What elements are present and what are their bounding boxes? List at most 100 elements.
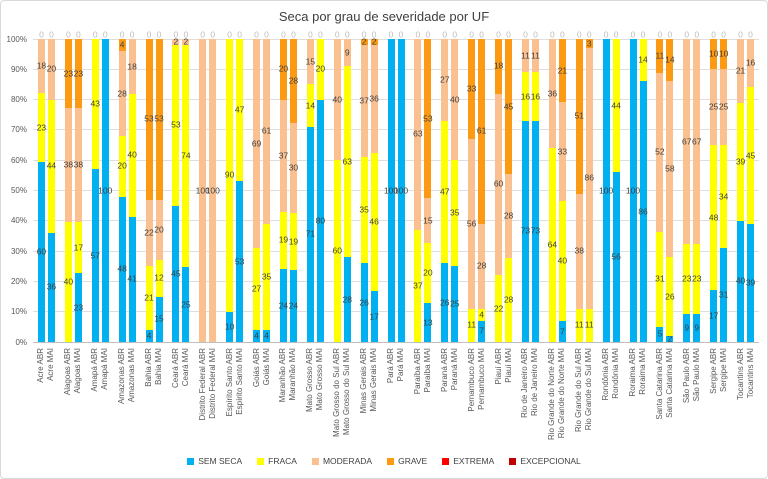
- segment-sem-seca: [531, 120, 539, 342]
- segment-grave: [575, 39, 583, 194]
- segment-sem-seca: [360, 263, 368, 342]
- segment-sem-seca: [343, 257, 351, 342]
- segment-sem-seca: [263, 329, 271, 342]
- segment-fraca: [505, 258, 513, 342]
- data-label: 58: [665, 163, 675, 174]
- segment-moderada: [289, 123, 297, 213]
- data-label-zero-top: 0: [146, 29, 152, 40]
- x-axis-label: Espírito Santo MAI: [234, 348, 244, 415]
- data-label-zero-top: 0: [586, 29, 592, 40]
- data-label-zero-top: 0: [559, 29, 565, 40]
- data-label: 28: [342, 294, 352, 305]
- data-label: 47: [234, 104, 245, 115]
- data-label: 20: [117, 160, 127, 171]
- data-label: 23: [73, 302, 84, 312]
- data-label: 9: [694, 322, 700, 333]
- x-axis-label: Rio de Janeiro MAI: [530, 348, 540, 417]
- data-label: 40: [332, 94, 342, 105]
- x-axis-label: Minas Gerais MAI: [369, 348, 379, 412]
- data-label: 16: [745, 57, 756, 68]
- data-label: 30: [288, 162, 299, 173]
- data-label: 100: [98, 185, 113, 195]
- segment-moderada: [495, 93, 503, 276]
- data-label: 61: [476, 125, 487, 136]
- data-label: 14: [305, 100, 316, 111]
- segment-moderada: [47, 39, 55, 100]
- x-axis-label: Tocantins ABR: [735, 348, 745, 401]
- data-label: 26: [665, 291, 675, 302]
- data-label: 24: [288, 300, 299, 311]
- data-label-zero-top: 0: [200, 29, 206, 40]
- segment-fraca: [468, 308, 476, 342]
- segment-moderada: [172, 39, 180, 46]
- segment-fraca: [585, 308, 593, 342]
- data-label-zero-top: 0: [334, 29, 340, 40]
- x-axis-label: Alagoas MAI: [73, 348, 83, 394]
- legend-label: EXTREMA: [453, 456, 495, 466]
- data-label: 11: [467, 319, 477, 330]
- segment-moderada: [478, 223, 486, 309]
- x-axis-label: Maranhão MAI: [288, 348, 298, 401]
- x-axis-label: Goiás MAI: [261, 348, 271, 386]
- segment-moderada: [64, 108, 72, 222]
- data-label: 28: [288, 75, 299, 86]
- data-label: 56: [611, 251, 621, 262]
- segment-moderada: [360, 45, 368, 158]
- data-label: 11: [521, 50, 530, 61]
- data-label: 61: [261, 125, 272, 136]
- data-label-zero-top: 0: [415, 29, 421, 40]
- data-label: 73: [520, 225, 531, 236]
- data-label: 100: [393, 185, 409, 195]
- data-label-zero-top: 0: [129, 29, 135, 40]
- data-label: 44: [611, 100, 621, 111]
- segment-fraca: [37, 93, 45, 162]
- data-label: 2: [371, 36, 377, 47]
- legend-swatch: [187, 457, 195, 465]
- data-label: 2: [183, 36, 189, 47]
- data-label: 37: [359, 95, 369, 106]
- segment-grave: [495, 39, 503, 94]
- data-label-zero-top: 0: [506, 29, 511, 40]
- data-label: 15: [423, 215, 433, 225]
- data-label: 15: [154, 313, 164, 324]
- x-axis-label: Pernambuco ABR: [466, 348, 476, 412]
- legend-item-fraca: FRACA: [257, 456, 297, 466]
- segment-fraca: [306, 84, 314, 127]
- x-axis-label: Mato Grosso MAI: [315, 348, 325, 411]
- data-label-zero-top: 0: [92, 29, 98, 40]
- data-label: 23: [692, 273, 702, 284]
- segment-moderada: [575, 193, 583, 309]
- segment-moderada: [666, 81, 674, 258]
- data-label-zero-top: 0: [156, 29, 162, 40]
- data-label: 38: [574, 245, 584, 256]
- data-label: 71: [305, 228, 316, 239]
- data-label: 25: [181, 299, 191, 309]
- legend-label: SEM SECA: [198, 456, 243, 466]
- legend: SEM SECA FRACA MODERADA GRAVE EXTREMA EXCEPCI…: [1, 453, 767, 469]
- segment-grave: [558, 39, 566, 102]
- segment-grave: [720, 39, 728, 70]
- data-label: 4: [146, 330, 152, 341]
- segment-moderada: [693, 39, 701, 245]
- data-label: 100: [625, 185, 641, 195]
- y-axis-label: 60%: [10, 155, 27, 165]
- legend-label: GRAVE: [398, 456, 428, 466]
- segment-fraca: [683, 244, 691, 315]
- segment-fraca: [128, 94, 136, 217]
- segment-sem-seca: [145, 329, 153, 342]
- data-label: 7: [559, 326, 565, 336]
- data-label: 10: [224, 321, 235, 332]
- x-axis-label: São Paulo MAI: [691, 348, 701, 402]
- x-axis-label: Bahia ABR: [144, 348, 153, 387]
- x-axis-label: Distrito Federal ABR: [197, 348, 207, 421]
- legend-label: EXCEPCIONAL: [520, 456, 581, 466]
- gridline: [33, 250, 759, 252]
- data-label-zero-top: 0: [291, 29, 296, 40]
- data-label: 4: [254, 330, 259, 341]
- segment-fraca: [253, 248, 261, 330]
- data-label: 37: [278, 150, 289, 161]
- x-axis-label: Paraíba MAI: [422, 348, 432, 393]
- data-label: 27: [440, 74, 450, 85]
- data-label: 36: [369, 93, 379, 104]
